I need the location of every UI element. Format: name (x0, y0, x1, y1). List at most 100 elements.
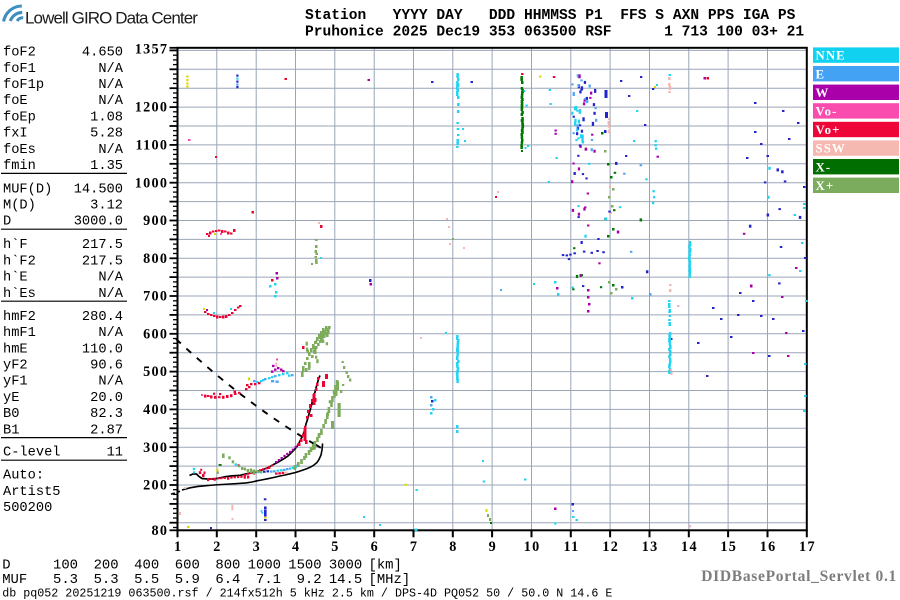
svg-text:M(D): M(D) (3, 199, 36, 214)
svg-text:foEp: foEp (3, 110, 36, 125)
svg-text:3000: 3000 (329, 558, 362, 574)
svg-text:E: E (816, 67, 826, 81)
svg-text:[km]: [km] (369, 558, 402, 574)
svg-text:foF1: foF1 (3, 62, 36, 77)
svg-text:82.3: 82.3 (90, 407, 123, 422)
svg-text:3: 3 (253, 539, 261, 555)
svg-text:W: W (816, 86, 830, 100)
svg-text:N/A: N/A (98, 94, 123, 109)
svg-text:hmF2: hmF2 (3, 310, 36, 325)
svg-text:1200: 1200 (135, 100, 169, 116)
svg-text:yE: yE (3, 391, 19, 406)
svg-text:hmE: hmE (3, 342, 28, 357)
svg-text:Artist5: Artist5 (3, 485, 61, 500)
svg-text:800: 800 (215, 558, 240, 574)
svg-text:6.4: 6.4 (215, 572, 240, 588)
svg-text:1500: 1500 (288, 558, 321, 574)
svg-text:9: 9 (489, 539, 497, 555)
svg-text:foE: foE (3, 94, 28, 109)
svg-text:9.2: 9.2 (297, 572, 322, 588)
svg-text:8: 8 (449, 539, 457, 555)
svg-text:[MHz]: [MHz] (369, 572, 411, 588)
svg-text:5.5: 5.5 (134, 572, 159, 588)
svg-text:Lowell GIRO Data Center: Lowell GIRO Data Center (25, 9, 198, 28)
svg-text:200: 200 (143, 478, 168, 494)
svg-text:yF2: yF2 (3, 359, 28, 374)
svg-text:4: 4 (292, 539, 300, 555)
svg-text:5.9: 5.9 (175, 572, 200, 588)
svg-text:1.35: 1.35 (90, 159, 123, 174)
svg-text:fmin: fmin (3, 159, 36, 174)
svg-text:B0: B0 (3, 407, 19, 422)
svg-text:400: 400 (143, 402, 168, 418)
svg-text:5.3: 5.3 (94, 572, 119, 588)
svg-text:110.0: 110.0 (82, 342, 123, 357)
svg-text:DIDBasePortal_Servlet 0.1: DIDBasePortal_Servlet 0.1 (701, 568, 897, 585)
svg-text:7.1: 7.1 (256, 572, 281, 588)
svg-text:1000: 1000 (248, 558, 281, 574)
svg-text:900: 900 (143, 213, 168, 229)
svg-text:NNE: NNE (816, 49, 846, 63)
svg-text:300: 300 (143, 440, 168, 456)
svg-text:800: 800 (143, 251, 168, 267)
svg-text:h`E: h`E (3, 271, 28, 286)
svg-text:5.3: 5.3 (53, 572, 78, 588)
svg-text:1357: 1357 (135, 42, 169, 58)
svg-text:7: 7 (410, 539, 418, 555)
svg-text:D: D (2, 558, 10, 574)
svg-text:16: 16 (760, 539, 777, 555)
svg-text:N/A: N/A (98, 287, 123, 302)
svg-text:15: 15 (720, 539, 737, 555)
svg-text:14.500: 14.500 (74, 182, 123, 197)
svg-text:12: 12 (602, 539, 619, 555)
svg-text:h`F2: h`F2 (3, 254, 36, 269)
svg-text:11: 11 (563, 539, 579, 555)
svg-text:5: 5 (331, 539, 339, 555)
svg-text:foEs: foEs (3, 143, 36, 158)
svg-text:400: 400 (134, 558, 159, 574)
svg-text:600: 600 (143, 326, 168, 342)
svg-text:10: 10 (524, 539, 541, 555)
svg-text:MUF(D): MUF(D) (3, 182, 52, 197)
svg-text:1: 1 (174, 539, 182, 555)
svg-text:db pq052 20251219 063500.rsf /: db pq052 20251219 063500.rsf / 214fx512h… (2, 587, 612, 600)
svg-text:N/A: N/A (98, 271, 123, 286)
svg-text:N/A: N/A (98, 326, 123, 341)
svg-text:3000.0: 3000.0 (74, 215, 123, 230)
svg-text:200: 200 (94, 558, 119, 574)
svg-text:h`Es: h`Es (3, 287, 36, 302)
svg-text:Vo+: Vo+ (816, 123, 841, 137)
svg-text:h`F: h`F (3, 238, 28, 253)
svg-text:600: 600 (175, 558, 200, 574)
svg-text:1.08: 1.08 (90, 110, 123, 125)
svg-text:500: 500 (143, 364, 168, 380)
svg-text:foF1p: foF1p (3, 78, 44, 93)
svg-text:Pruhonice 2025 Dec19 353 06350: Pruhonice 2025 Dec19 353 063500 RSF 1 71… (305, 25, 804, 41)
svg-text:foF2: foF2 (3, 46, 36, 61)
svg-text:SSW: SSW (816, 142, 846, 156)
svg-text:D: D (3, 215, 11, 230)
svg-text:N/A: N/A (98, 78, 123, 93)
svg-text:6: 6 (371, 539, 379, 555)
svg-text:Auto:: Auto: (3, 469, 44, 484)
svg-text:Station YYYY DAY DDD HHMMS: Station YYYY DAY DDD HHMMSS P1 FFS S AXN… (305, 8, 796, 24)
svg-text:280.4: 280.4 (82, 310, 123, 325)
svg-text:14: 14 (681, 539, 698, 555)
svg-text:17: 17 (799, 539, 816, 555)
svg-text:C-level: C-level (3, 446, 61, 461)
svg-text:X-: X- (816, 160, 832, 174)
svg-text:217.5: 217.5 (82, 254, 123, 269)
svg-text:11: 11 (107, 446, 123, 461)
svg-text:14.5: 14.5 (329, 572, 362, 588)
svg-text:2: 2 (213, 539, 221, 555)
svg-text:100: 100 (53, 558, 78, 574)
svg-text:N/A: N/A (98, 62, 123, 77)
svg-text:5.28: 5.28 (90, 127, 123, 142)
svg-text:MUF: MUF (2, 572, 27, 588)
svg-text:N/A: N/A (98, 375, 123, 390)
svg-text:20.0: 20.0 (90, 391, 123, 406)
svg-text:3.12: 3.12 (90, 199, 123, 214)
svg-text:N/A: N/A (98, 143, 123, 158)
svg-text:fxI: fxI (3, 127, 28, 142)
svg-text:4.650: 4.650 (82, 46, 123, 61)
